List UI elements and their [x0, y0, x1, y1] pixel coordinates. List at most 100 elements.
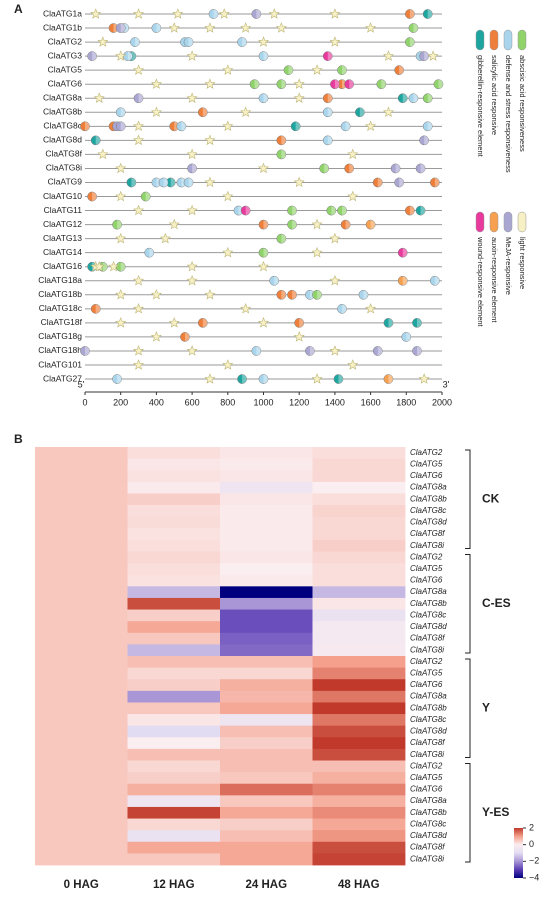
- heatmap-cell: [220, 737, 313, 750]
- heatmap-cell: [127, 644, 221, 657]
- cis-element: [376, 79, 387, 90]
- heatmap-cell: [35, 470, 128, 483]
- cis-element-shade: [345, 121, 351, 131]
- cis-element-shade: [95, 304, 101, 314]
- cis-element-shade: [281, 234, 286, 244]
- heatmap-cell: [35, 528, 128, 541]
- heatmap-cell: [127, 551, 221, 564]
- heatmap-cell: [220, 644, 313, 657]
- heatmap-cell: [127, 725, 221, 738]
- cis-element: [290, 121, 301, 132]
- cis-element: [150, 331, 162, 342]
- legend-swatch: [489, 29, 499, 51]
- gene-label: ClaATG13: [43, 233, 82, 243]
- cis-element-shade: [434, 276, 440, 286]
- heatmap-cell: [35, 597, 128, 610]
- cis-element: [126, 177, 137, 188]
- cis-element: [275, 22, 287, 33]
- cis-element: [287, 289, 297, 300]
- cis-element-shade: [377, 177, 383, 188]
- row-label: ClaATG8i: [410, 541, 444, 550]
- cis-element: [251, 9, 262, 19]
- cis-element: [287, 219, 297, 230]
- heatmap-cell: [220, 539, 313, 552]
- gene-label: ClaATG12: [43, 219, 82, 229]
- heatmap-cell: [220, 853, 313, 866]
- heatmap-cell: [312, 586, 406, 599]
- row-label: ClaATG5: [410, 669, 443, 678]
- panel-label: A: [14, 2, 23, 16]
- heatmap-cell: [127, 818, 221, 831]
- cis-element: [186, 92, 198, 103]
- cis-element: [258, 374, 269, 384]
- cis-element-shade: [377, 346, 383, 356]
- cis-element-shade: [342, 205, 347, 216]
- row-label: ClaATG8b: [410, 808, 447, 817]
- legend-label: auxin-responsive element: [490, 237, 499, 323]
- cis-element-shade: [92, 191, 97, 202]
- heatmap-cell: [127, 772, 221, 785]
- cis-element-shade: [417, 346, 422, 356]
- gene-label: ClaATG11: [44, 205, 83, 215]
- cis-element: [340, 219, 351, 230]
- heatmap-cell: [312, 760, 406, 773]
- x-tick-label: 600: [185, 397, 200, 407]
- cis-element: [408, 93, 419, 104]
- heatmap-cell: [220, 830, 313, 843]
- cis-element: [322, 107, 333, 118]
- legend-label: abscisic acid responsiveness: [518, 55, 527, 152]
- heatmap-cell: [35, 447, 128, 460]
- cis-element: [168, 218, 180, 230]
- gene-label: ClaATG8f: [45, 149, 82, 159]
- cis-element: [344, 79, 355, 90]
- cis-element-shade: [192, 163, 197, 174]
- gene-label: ClaATG3: [48, 50, 83, 60]
- cis-element-shade: [254, 79, 260, 89]
- colorbar-tick-label: −2: [529, 856, 539, 866]
- cis-element: [197, 107, 208, 118]
- cis-element-shade: [213, 9, 219, 19]
- cis-element: [355, 107, 365, 118]
- cis-element: [204, 134, 216, 146]
- legend-swatch: [475, 29, 485, 51]
- cis-element-shade: [145, 191, 151, 202]
- cis-element: [430, 177, 440, 188]
- gene-label: ClaATG8i: [46, 163, 82, 173]
- cis-element-shade: [345, 220, 351, 230]
- heatmap-cell: [35, 621, 128, 634]
- cis-element-shade: [359, 107, 365, 117]
- heatmap-cell: [35, 853, 128, 866]
- legend-label: MeJA-responsive: [504, 237, 513, 295]
- heatmap-cell: [312, 447, 406, 460]
- gene-label: ClaATG18a: [38, 275, 82, 285]
- heatmap-cell: [312, 609, 406, 622]
- heatmap-cell: [312, 458, 406, 471]
- gene-label: ClaATG9: [48, 177, 83, 187]
- column-label: 48 HAG: [338, 879, 380, 891]
- group-label: Y: [482, 700, 490, 714]
- cis-element-shade: [420, 205, 426, 216]
- cis-element: [347, 190, 359, 202]
- row-label: ClaATG2: [410, 657, 443, 666]
- cis-element: [90, 135, 101, 146]
- legend-swatch: [503, 211, 513, 233]
- cis-element-shade: [399, 65, 404, 75]
- gene-label: ClaATG27: [43, 373, 82, 383]
- row-label: ClaATG5: [410, 773, 443, 782]
- cis-element: [276, 79, 287, 90]
- cis-element-shade: [327, 51, 333, 61]
- heatmap-cell: [35, 516, 128, 529]
- row-label: ClaATG8a: [410, 692, 447, 701]
- colorbar: [514, 828, 523, 878]
- row-label: ClaATG8a: [410, 587, 447, 596]
- cis-element-shade: [342, 304, 347, 314]
- cis-element: [311, 218, 323, 230]
- cis-element: [80, 346, 90, 356]
- cis-element-shade: [131, 177, 137, 188]
- x-tick-label: 200: [113, 397, 128, 407]
- cis-element: [383, 374, 394, 384]
- cis-element: [90, 303, 101, 314]
- heatmap-cell: [127, 853, 221, 866]
- cis-element-shade: [299, 318, 304, 328]
- cis-element: [133, 8, 145, 19]
